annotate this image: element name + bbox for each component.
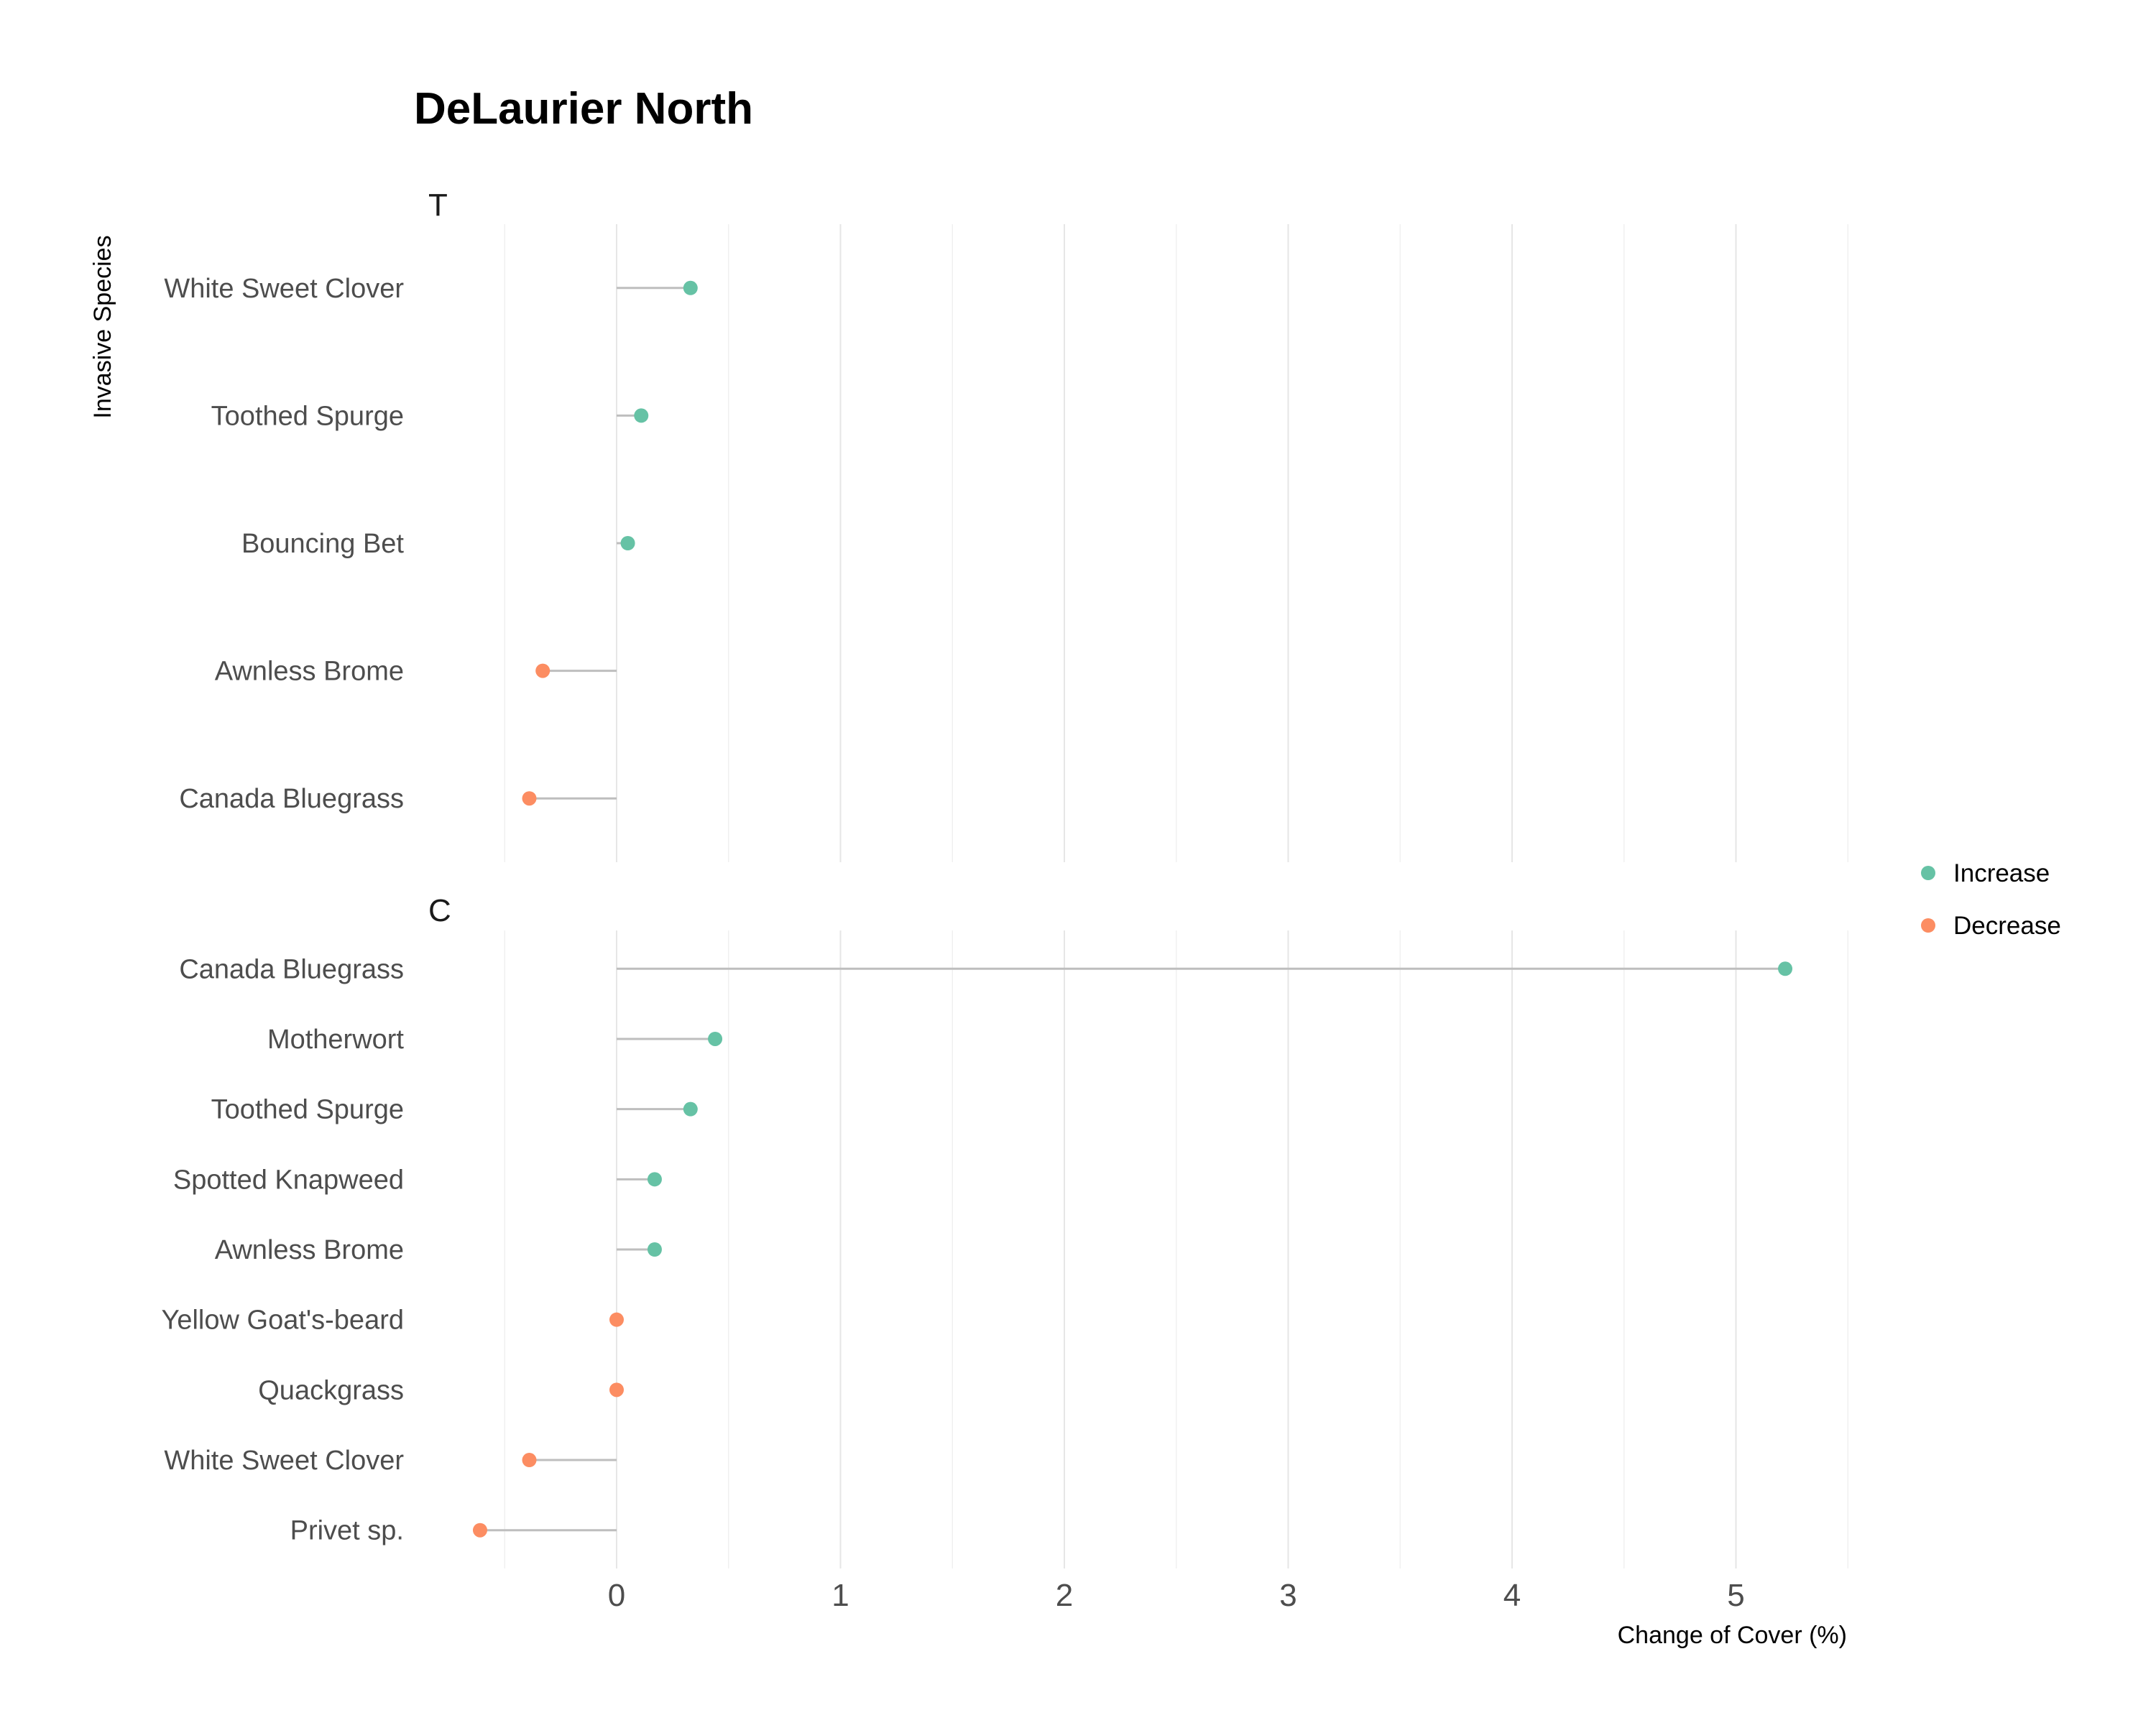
category-label: Quackgrass bbox=[258, 1375, 404, 1405]
category-label: Bouncing Bet bbox=[241, 529, 404, 559]
data-point-increase bbox=[1778, 961, 1793, 976]
facet-panel-t: T White Sweet Clover Toothed Spurge Bouncin… bbox=[164, 188, 1848, 862]
x-tick-label: 1 bbox=[831, 1578, 849, 1613]
legend-key-increase bbox=[1921, 866, 1935, 880]
data-point-decrease bbox=[522, 791, 537, 806]
legend-label-increase: Increase bbox=[1953, 859, 2050, 887]
category-label: Spotted Knapweed bbox=[173, 1165, 404, 1195]
data-point-increase bbox=[620, 536, 635, 550]
x-tick-label: 0 bbox=[608, 1578, 625, 1613]
chart-title: DeLaurier North bbox=[414, 84, 753, 134]
legend-label-decrease: Decrease bbox=[1953, 912, 2061, 940]
category-label: White Sweet Clover bbox=[164, 274, 404, 304]
category-label: Canada Bluegrass bbox=[179, 954, 404, 984]
data-point-decrease bbox=[609, 1382, 624, 1397]
category-label: Awnless Brome bbox=[215, 657, 404, 687]
x-tick-label: 5 bbox=[1727, 1578, 1744, 1613]
data-point-increase bbox=[634, 408, 649, 423]
category-label: Yellow Goat's-beard bbox=[162, 1306, 405, 1336]
data-point-decrease bbox=[522, 1453, 537, 1468]
category-label: White Sweet Clover bbox=[164, 1446, 404, 1476]
x-tick-label: 4 bbox=[1503, 1578, 1521, 1613]
category-label: Awnless Brome bbox=[215, 1235, 404, 1265]
data-point-increase bbox=[647, 1242, 662, 1257]
data-point-increase bbox=[708, 1031, 723, 1046]
data-point-increase bbox=[647, 1172, 662, 1187]
x-tick-label: 2 bbox=[1056, 1578, 1073, 1613]
x-tick-label: 3 bbox=[1279, 1578, 1296, 1613]
category-label: Privet sp. bbox=[290, 1516, 404, 1546]
legend-key-decrease bbox=[1921, 918, 1935, 933]
category-label: Motherwort bbox=[267, 1025, 404, 1055]
y-axis-title: Invasive Species bbox=[89, 235, 116, 418]
facet-label: C bbox=[428, 893, 451, 928]
data-point-increase bbox=[683, 280, 698, 295]
category-label: Toothed Spurge bbox=[211, 401, 404, 431]
category-label: Toothed Spurge bbox=[211, 1095, 404, 1125]
facet-panel-c: C Canada Bluegrass Motherwort Toothed Spurg… bbox=[162, 893, 1848, 1568]
facet-panels: T White Sweet Clover Toothed Spurge Bouncin… bbox=[162, 188, 1848, 1568]
data-point-decrease bbox=[535, 663, 550, 678]
category-label: Canada Bluegrass bbox=[179, 784, 404, 814]
data-point-increase bbox=[683, 1101, 698, 1117]
data-point-decrease bbox=[472, 1523, 487, 1538]
facet-label: T bbox=[428, 188, 448, 223]
x-axis-title: Change of Cover (%) bbox=[1618, 1622, 1847, 1649]
legend: Increase Decrease bbox=[1921, 859, 2061, 940]
x-tick-labels: 0 1 2 3 4 5 bbox=[608, 1578, 1745, 1613]
data-point-decrease bbox=[609, 1312, 624, 1327]
